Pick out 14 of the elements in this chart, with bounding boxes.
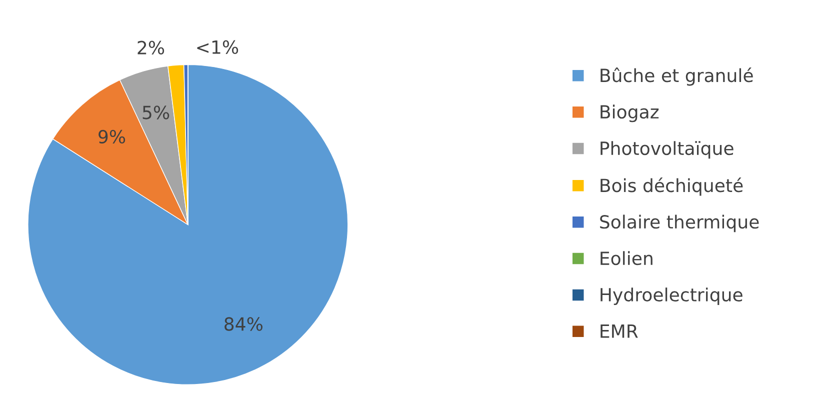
legend-label: Bois déchiqueté [600, 178, 743, 196]
data-label: 84% [224, 317, 262, 331]
legend-label: Photovoltaïque [600, 141, 734, 159]
data-label: 2% [138, 40, 164, 54]
legend-label: Bûche et granulé [600, 68, 753, 86]
legend-label: Eolien [600, 251, 652, 266]
data-label: <1% [197, 40, 238, 54]
data-label: 5% [142, 106, 170, 120]
pie-slice [28, 64, 348, 385]
legend-label: Solaire thermique [600, 214, 759, 232]
legend-label: Biogaz [600, 104, 659, 122]
legend-label: Hydroelectrique [600, 288, 742, 306]
data-label: 9% [98, 130, 126, 144]
legend-label: EMR [600, 324, 638, 338]
